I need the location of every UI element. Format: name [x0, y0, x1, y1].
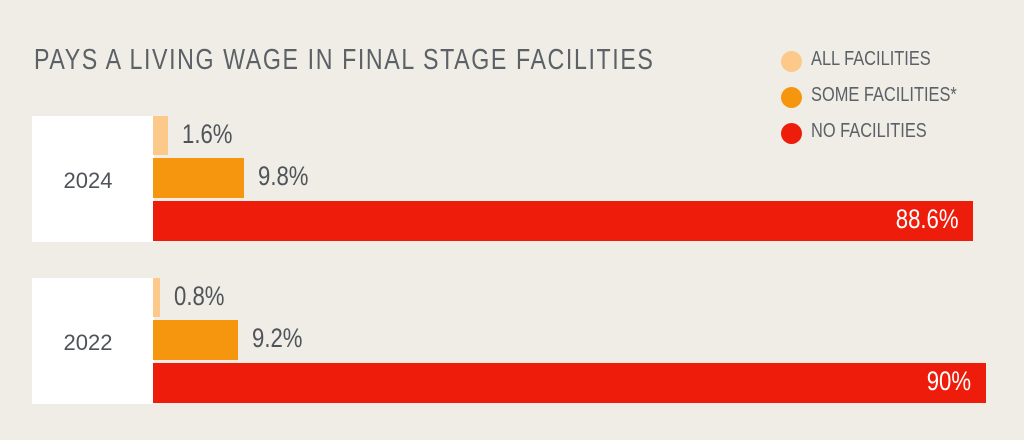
data-label: 88.6%	[895, 204, 959, 234]
legend-swatch-icon	[781, 87, 802, 108]
year-label: 2024	[63, 168, 113, 193]
legend-label: NO FACILITIES	[811, 120, 927, 142]
data-label: 9.2%	[252, 323, 303, 353]
data-label: 90%	[927, 366, 972, 396]
bar-0	[153, 278, 161, 317]
legend-swatch-icon	[781, 51, 802, 72]
legend-swatch-icon	[781, 123, 802, 144]
year-label: 2022	[63, 330, 113, 355]
bar-2	[153, 363, 986, 403]
row-panel	[32, 116, 154, 242]
legend-label: ALL FACILITIES	[811, 48, 931, 70]
data-label: 9.8%	[257, 161, 309, 191]
bar-1	[153, 320, 239, 360]
bar-0	[153, 116, 168, 155]
legend-label: SOME FACILITIES*	[811, 84, 957, 106]
bar-2	[153, 201, 973, 241]
data-label: 0.8%	[174, 281, 225, 311]
data-label: 1.6%	[181, 119, 233, 149]
row-panel	[32, 278, 154, 404]
bar-1	[153, 158, 244, 198]
chart-title: PAYS A LIVING WAGE IN FINAL STAGE FACILI…	[34, 44, 655, 76]
